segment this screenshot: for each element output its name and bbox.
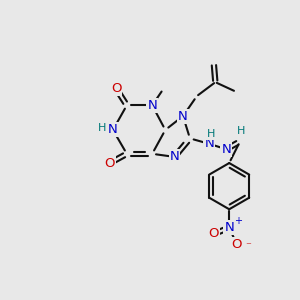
Text: N: N (224, 221, 234, 234)
Text: O: O (111, 82, 121, 95)
Text: H: H (98, 123, 106, 133)
Text: H: H (206, 129, 215, 139)
Text: H: H (237, 127, 246, 136)
Text: N: N (147, 99, 157, 112)
Text: N: N (108, 123, 118, 136)
Text: N: N (204, 137, 214, 150)
Text: O: O (232, 238, 242, 251)
Text: +: + (235, 216, 242, 226)
Text: N: N (178, 110, 188, 123)
Text: N: N (170, 150, 179, 164)
Text: N: N (221, 143, 231, 156)
Text: O: O (105, 157, 115, 169)
Text: ⁻: ⁻ (245, 241, 250, 251)
Text: O: O (208, 227, 219, 240)
